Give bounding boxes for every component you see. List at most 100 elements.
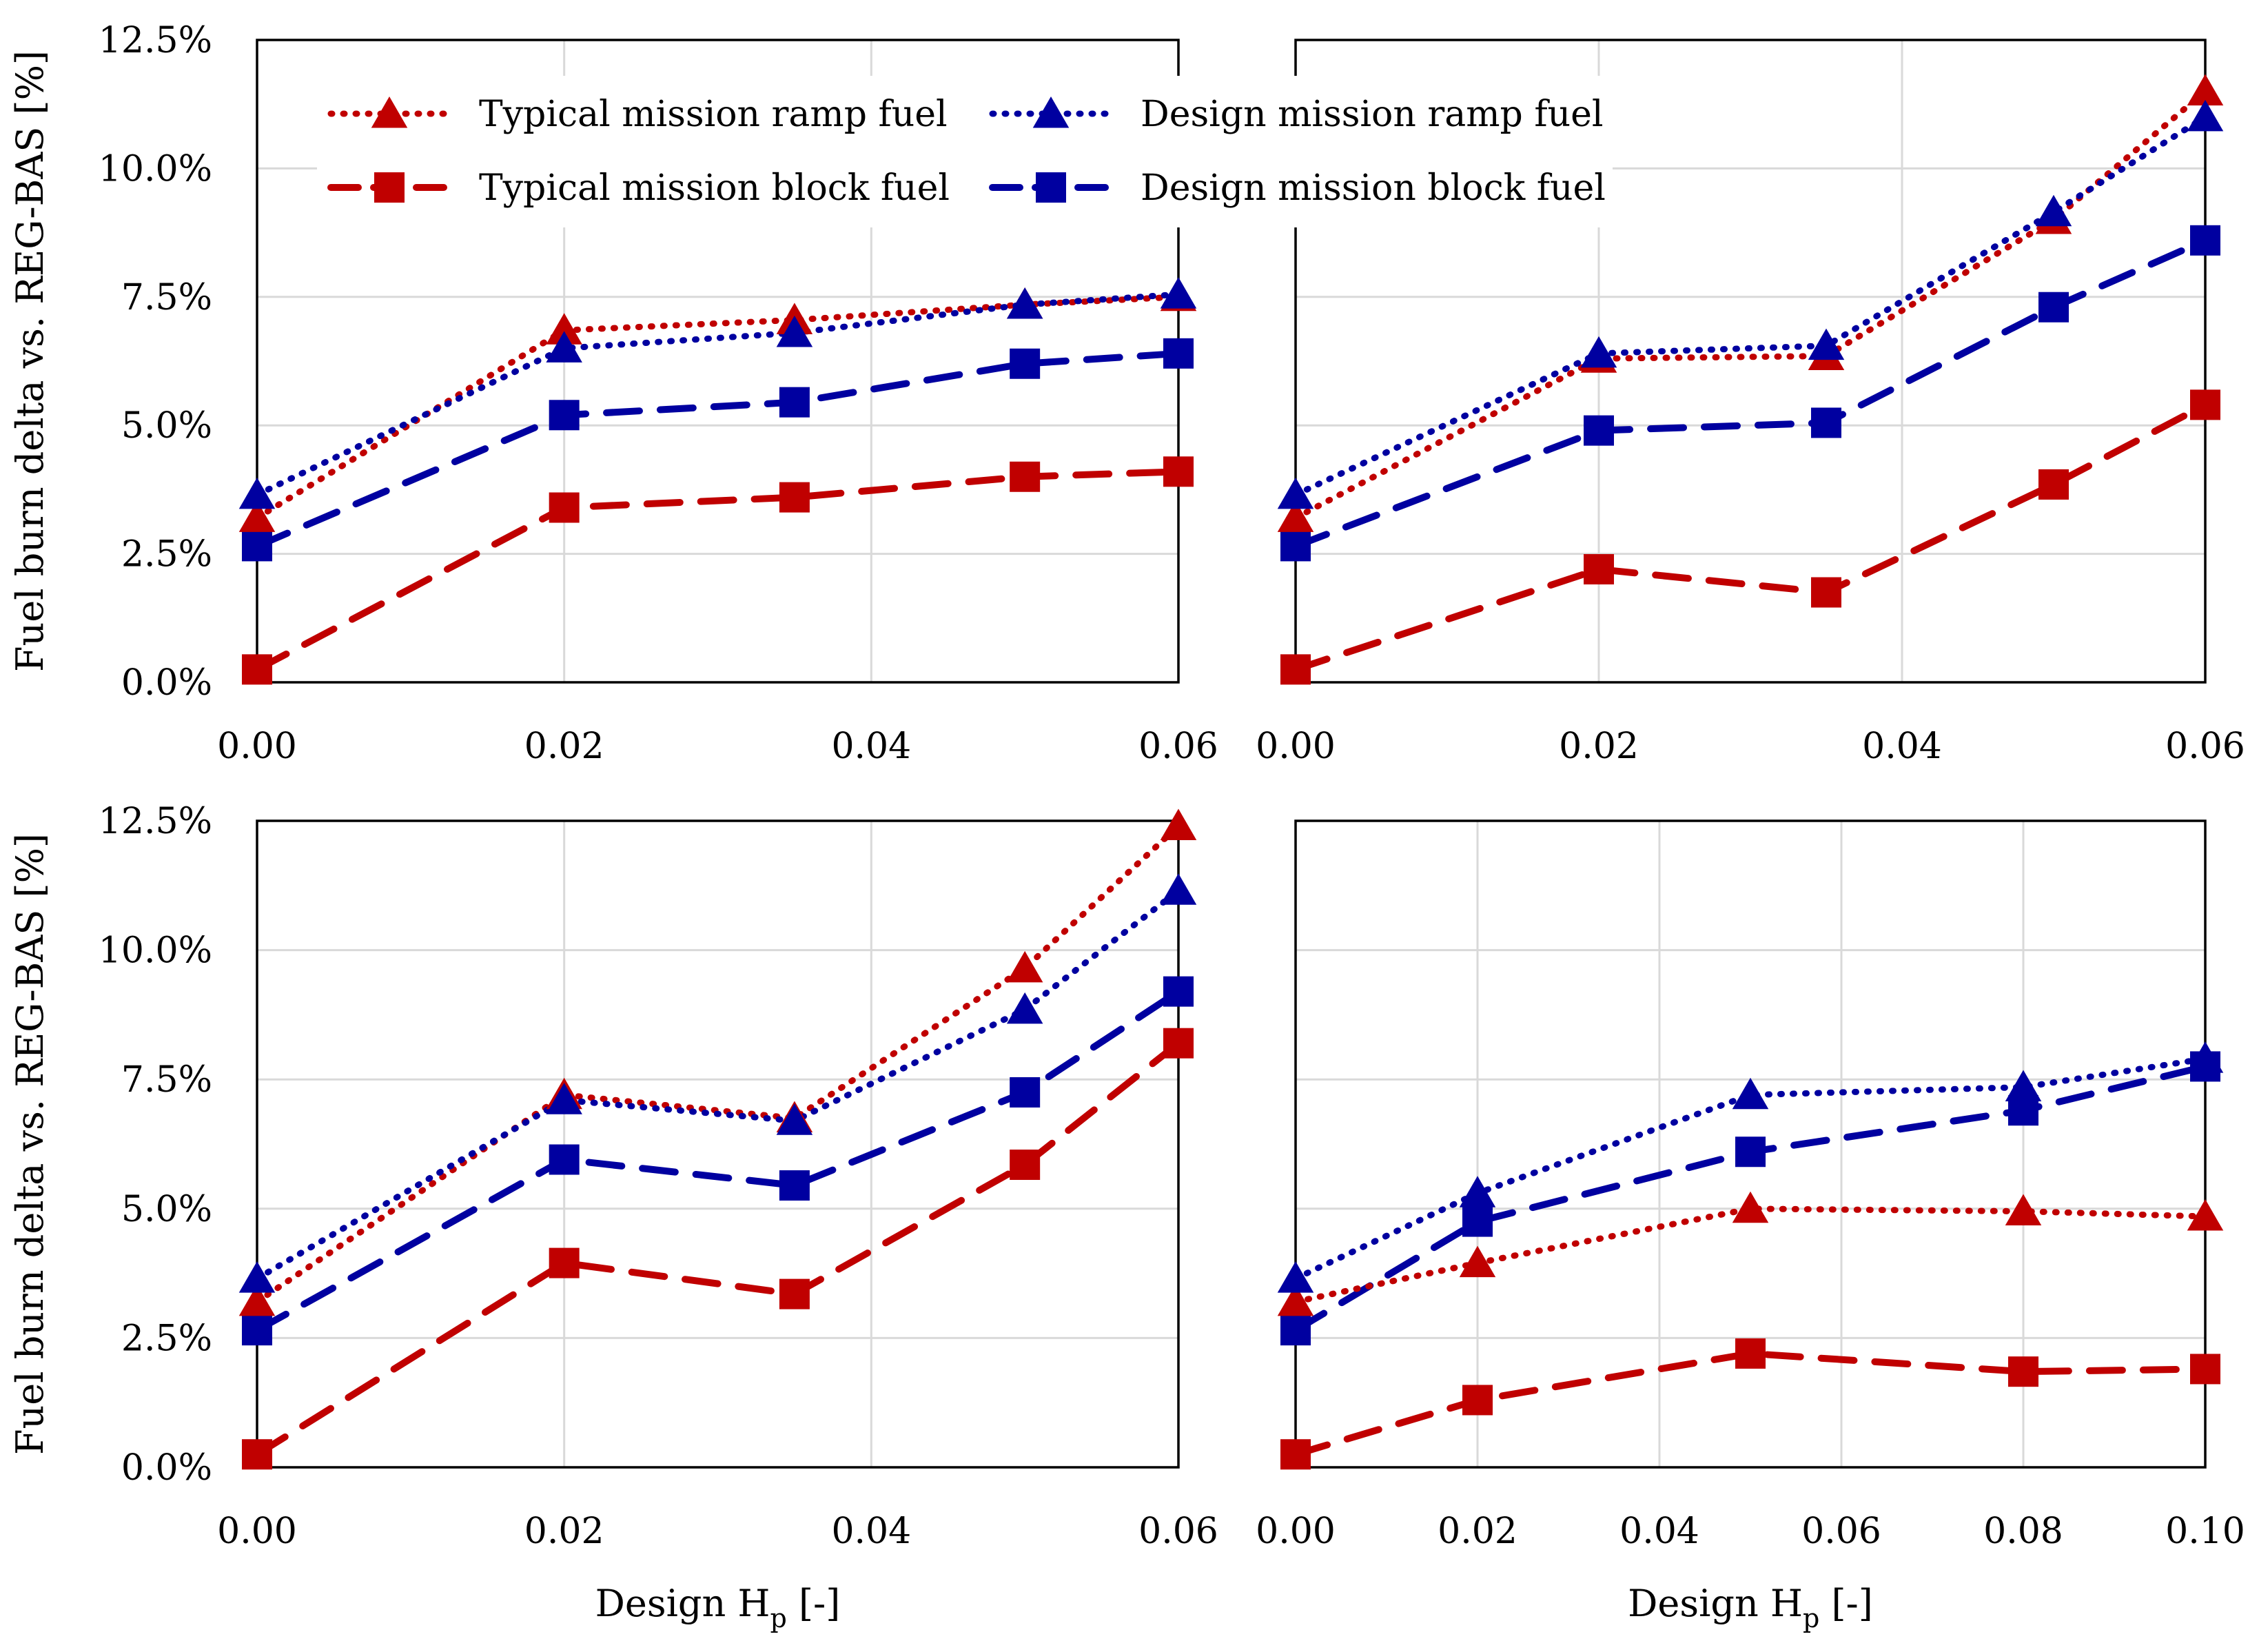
series-line	[1292, 1349, 2209, 1458]
x-tick-label: 0.06	[1138, 726, 1218, 767]
data-point	[1163, 976, 1194, 1007]
data-point	[1160, 808, 1197, 841]
x-tick-label: 0.04	[831, 1511, 911, 1552]
data-point	[549, 400, 580, 431]
y-tick-label: 12.5%	[99, 20, 212, 61]
data-point	[1462, 1385, 1493, 1416]
legend-marker	[1036, 172, 1066, 203]
data-point	[549, 1144, 580, 1175]
series-line	[254, 349, 1182, 550]
data-point	[2187, 74, 2224, 106]
data-point	[1280, 531, 1311, 562]
data-point	[1006, 287, 1043, 319]
data-point	[1459, 1176, 1496, 1207]
data-point	[1277, 477, 1314, 509]
series-line	[1292, 1205, 2209, 1305]
legend-entry-typical-mission-block-fuel: Typical mission block fuel	[327, 167, 950, 209]
x-tick-label: 0.00	[1256, 726, 1336, 767]
legend-entry-design-mission-ramp-fuel: Design mission ramp fuel	[989, 94, 1603, 135]
data-point	[1735, 1338, 1766, 1369]
data-point	[242, 1439, 272, 1470]
legend-label: Typical mission ramp fuel	[479, 94, 948, 135]
markers-design-mission-ramp-fuel	[238, 873, 1197, 1293]
chart-panels: 0.0%2.5%5.0%7.5%10.0%12.5%0.00 0.02 0.04 0.…	[8, 20, 2245, 1633]
x-tick-label: 0.06	[1801, 1511, 1881, 1552]
x-tick-label: 0.06	[2165, 726, 2245, 767]
data-point	[1280, 654, 1311, 685]
series-line	[254, 468, 1182, 673]
data-point	[242, 1315, 272, 1346]
data-point	[1010, 1077, 1041, 1108]
y-axis-title: Fuel burn delta vs. REG-BAS [%]	[8, 50, 52, 672]
data-point	[1160, 277, 1197, 309]
data-point	[546, 313, 582, 345]
data-point	[1580, 336, 1617, 368]
data-point	[776, 1103, 813, 1135]
series-line	[254, 823, 1182, 1305]
data-point	[1006, 950, 1043, 983]
data-point	[238, 477, 276, 509]
data-point	[2187, 99, 2224, 132]
markers-typical-mission-ramp-fuel	[1277, 1191, 2224, 1316]
data-point	[1163, 338, 1194, 369]
data-point	[1006, 992, 1043, 1024]
plot-frame	[1294, 39, 2207, 684]
data-point	[238, 500, 276, 532]
legend-label: Design mission ramp fuel	[1141, 94, 1603, 135]
data-point	[1277, 500, 1314, 532]
data-point	[1163, 456, 1194, 487]
series-typical-mission-block-fuel	[1292, 401, 2209, 673]
data-point	[2190, 225, 2220, 256]
x-axis-title: Design Hp [-]	[1628, 1582, 1873, 1633]
x-tick-label: 0.08	[1983, 1511, 2063, 1552]
legend-entry-design-mission-block-fuel: Design mission block fuel	[989, 167, 1606, 209]
markers-design-mission-block-fuel	[242, 338, 1194, 562]
data-point	[2038, 469, 2069, 500]
data-point	[1584, 415, 1614, 446]
markers-typical-mission-ramp-fuel	[238, 808, 1197, 1316]
chart-panel-4: 0.00 0.02 0.04 0.06 0.08 0.10 Design Hp [-]	[1256, 819, 2245, 1633]
data-point	[1732, 1077, 1769, 1110]
y-axis-title: Fuel burn delta vs. REG-BAS [%]	[8, 833, 52, 1455]
data-point	[779, 387, 810, 418]
markers-design-mission-ramp-fuel	[1277, 1041, 2224, 1293]
x-tick-label: 0.10	[2165, 1511, 2245, 1552]
data-point	[1732, 1191, 1769, 1223]
markers-typical-mission-block-fuel	[242, 456, 1194, 685]
data-point	[546, 331, 582, 363]
series-typical-mission-ramp-fuel	[1292, 1205, 2209, 1305]
data-point	[1280, 1439, 1311, 1470]
y-tick-label: 5.0%	[121, 405, 212, 447]
data-point	[2190, 389, 2220, 420]
series-line	[1292, 401, 2209, 673]
data-point	[242, 654, 272, 685]
y-tick-label: 5.0%	[121, 1189, 212, 1230]
data-point	[2005, 1194, 2042, 1226]
markers-design-mission-ramp-fuel	[1277, 99, 2224, 509]
data-point	[2190, 1354, 2220, 1385]
data-point	[779, 1170, 810, 1201]
x-tick-label: 0.02	[1438, 1511, 1517, 1552]
data-point	[1280, 1315, 1311, 1346]
legend-background	[317, 76, 1613, 227]
data-point	[779, 1278, 810, 1309]
markers-design-mission-block-fuel	[1280, 1051, 2220, 1346]
series-line	[1292, 1055, 2209, 1282]
data-point	[1277, 1284, 1314, 1316]
x-axis-title: Design Hp [-]	[595, 1582, 841, 1633]
data-point	[2035, 194, 2072, 227]
data-point	[1735, 1136, 1766, 1167]
x-tick-label: 0.00	[1256, 1511, 1336, 1552]
data-point	[2005, 1070, 2042, 1101]
data-point	[1462, 1206, 1493, 1237]
x-tick-label: 0.04	[831, 726, 911, 767]
data-point	[242, 531, 272, 562]
data-point	[1584, 553, 1614, 584]
data-point	[1160, 873, 1197, 905]
data-point	[238, 1284, 276, 1316]
x-tick-label: 0.02	[524, 1511, 604, 1552]
data-point	[779, 482, 810, 513]
markers-typical-mission-block-fuel	[1280, 389, 2220, 685]
legend-marker	[374, 172, 405, 203]
series-typical-mission-ramp-fuel	[254, 823, 1182, 1305]
